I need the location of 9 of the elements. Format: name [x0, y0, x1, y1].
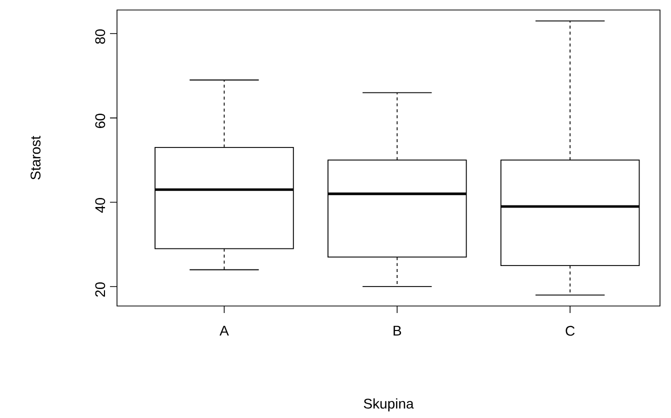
x-tick-label: B — [394, 326, 402, 336]
y-axis-title: Starost — [30, 136, 41, 180]
y-tick-label: 60 — [95, 114, 106, 128]
y-tick-label: 20 — [95, 282, 106, 297]
x-tick-label: A — [220, 326, 229, 336]
y-tick-label: 40 — [95, 198, 106, 213]
y-tick-label: 80 — [95, 29, 106, 44]
x-axis-title: Skupina — [364, 398, 414, 412]
x-tick-label: C — [566, 326, 575, 336]
